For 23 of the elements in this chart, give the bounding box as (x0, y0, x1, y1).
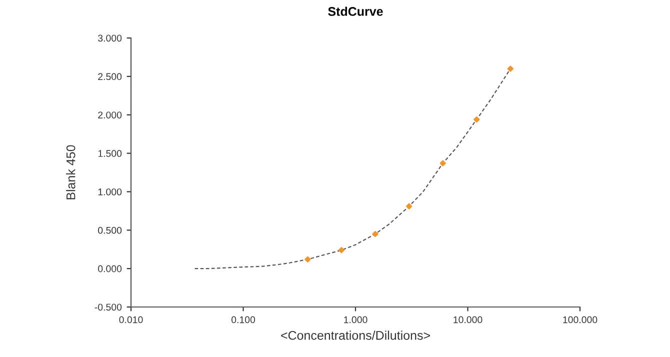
x-tick-label: 100.000 (563, 316, 598, 324)
y-tick-label: -0.500 (94, 304, 122, 311)
point (372, 230, 378, 238)
y-tick-label: 2.500 (98, 73, 122, 80)
x-tick-label: 1.000 (344, 316, 368, 324)
x-tick-label: 10.000 (454, 316, 482, 324)
y-tick-label: 1.500 (98, 150, 122, 157)
point (338, 247, 345, 254)
point (440, 160, 446, 166)
x-tick-label: 0.100 (231, 316, 256, 324)
y-tick-label: 3.000 (98, 34, 122, 42)
chart-title: StdCurve (328, 6, 383, 16)
point (406, 203, 412, 210)
y-tick-label: 2.000 (98, 112, 122, 118)
y-tick-label: 0.500 (98, 226, 122, 234)
y-tick-label: 1.000 (98, 188, 122, 196)
point (507, 66, 514, 72)
x-tick-label: 0.010 (119, 316, 143, 324)
y-axis-title: Blank 450 (66, 145, 76, 200)
point (304, 256, 311, 262)
x-axis-title: <Concentrations/Dilutions> (281, 330, 430, 340)
y-tick-label: 0.000 (98, 265, 122, 272)
point (474, 116, 480, 123)
